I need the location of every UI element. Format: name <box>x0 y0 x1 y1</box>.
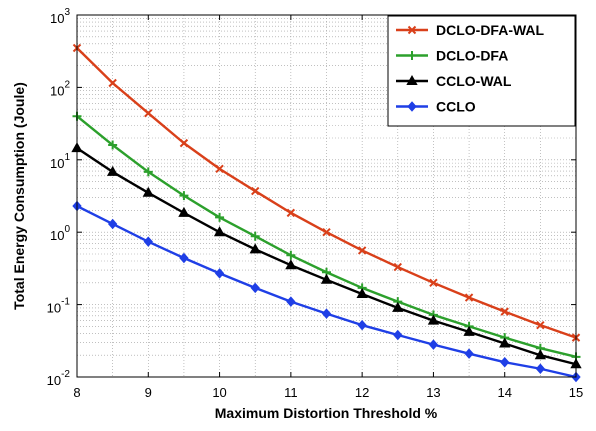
data-point-dclo-dfa <box>250 231 260 241</box>
data-point-cclo-wal <box>249 243 261 254</box>
x-tick-label: 14 <box>497 385 511 400</box>
legend-label: CCLO <box>436 99 476 115</box>
data-point-dclo-dfa <box>143 167 153 177</box>
legend-marker <box>407 51 417 60</box>
data-point-dclo-dfa-wal <box>179 138 189 148</box>
data-point-cclo-wal <box>392 301 404 312</box>
data-point-dclo-dfa-wal <box>464 293 474 302</box>
legend: DCLO-DFA-WAL DCLO-DFA CCLO-WAL CCLO <box>387 15 576 127</box>
y-tick-label: 10-1 <box>47 297 71 316</box>
data-point-cclo <box>464 348 474 359</box>
y-tick-label: 103 <box>50 7 70 26</box>
y-axis-label: Total Energy Consumption (Joule) <box>11 82 27 310</box>
y-tick-label: 101 <box>50 152 70 171</box>
data-point-dclo-dfa-wal <box>322 227 331 237</box>
data-point-cclo-wal <box>106 165 119 176</box>
data-point-dclo-dfa-wal <box>286 208 296 218</box>
data-point-cclo <box>214 268 225 279</box>
legend-label: DCLO-DFA-WAL <box>436 22 545 38</box>
legend-item-dclo-dfa-wal: DCLO-DFA-WAL <box>396 22 545 38</box>
legend-marker <box>407 101 417 112</box>
data-point-dclo-dfa <box>286 250 296 260</box>
data-point-dclo-dfa-wal <box>536 320 545 330</box>
x-tick-label: 9 <box>145 385 152 400</box>
series-cclo-wal <box>71 142 582 369</box>
data-point-cclo-wal <box>499 337 511 348</box>
data-point-cclo <box>107 218 118 230</box>
data-point-cclo-wal <box>427 314 440 325</box>
data-point-cclo <box>428 339 439 350</box>
data-point-dclo-dfa-wal <box>144 109 153 118</box>
plot-frame <box>76 14 577 378</box>
x-tick-labels: 8 9 10 11 12 13 14 15 <box>73 385 583 400</box>
y-tick-label: 102 <box>50 79 70 98</box>
x-tick-label: 13 <box>426 385 440 400</box>
data-point-dclo-dfa <box>108 140 118 150</box>
y-tick-label: 10-2 <box>47 369 71 388</box>
x-tick-label: 12 <box>355 385 369 400</box>
data-point-cclo-wal <box>356 288 368 299</box>
data-point-dclo-dfa-wal <box>357 246 367 255</box>
data-point-cclo-wal <box>534 349 547 360</box>
y-tick-labels: 10-2 10-1 100 101 102 103 <box>47 7 71 388</box>
data-point-cclo <box>143 236 153 247</box>
legend-marker <box>407 25 417 35</box>
data-point-dclo-dfa-wal <box>429 278 438 288</box>
series-dclo-dfa-wal <box>72 43 581 342</box>
x-axis-label: Maximum Distortion Threshold % <box>215 405 438 421</box>
data-point-cclo <box>250 282 260 294</box>
data-point-dclo-dfa-wal <box>108 78 117 88</box>
legend-item-cclo: CCLO <box>396 99 476 115</box>
legend-marker <box>406 74 418 85</box>
data-point-dclo-dfa-wal <box>393 262 402 272</box>
data-point-dclo-dfa-wal <box>500 307 509 316</box>
data-point-dclo-dfa <box>215 212 225 222</box>
x-tick-label: 8 <box>73 385 80 400</box>
data-point-dclo-dfa-wal <box>215 164 224 174</box>
data-point-cclo <box>535 363 546 375</box>
data-point-cclo <box>286 296 296 307</box>
data-point-cclo <box>357 319 367 331</box>
x-tick-label: 10 <box>212 385 226 400</box>
y-tick-label: 100 <box>50 224 70 243</box>
x-tick-label: 15 <box>569 385 583 400</box>
data-point-cclo <box>321 308 332 319</box>
data-point-dclo-dfa <box>179 191 189 201</box>
data-point-cclo <box>393 329 403 341</box>
data-point-cclo-wal <box>178 206 190 217</box>
data-point-cclo-wal <box>213 226 226 237</box>
legend-item-dclo-dfa: DCLO-DFA <box>396 48 508 64</box>
legend-label: DCLO-DFA <box>436 48 508 64</box>
legend-item-cclo-wal: CCLO-WAL <box>396 73 512 89</box>
data-point-cclo-wal <box>285 259 297 270</box>
data-point-cclo-wal <box>320 273 333 284</box>
data-point-cclo <box>179 252 189 264</box>
x-tick-label: 11 <box>284 385 298 400</box>
legend-label: CCLO-WAL <box>436 73 512 89</box>
data-point-dclo-dfa-wal <box>251 186 260 196</box>
data-point-cclo-wal <box>142 186 154 197</box>
data-point-cclo <box>500 356 510 368</box>
data-point-cclo-wal <box>463 325 475 336</box>
axis-ticks <box>76 14 577 378</box>
